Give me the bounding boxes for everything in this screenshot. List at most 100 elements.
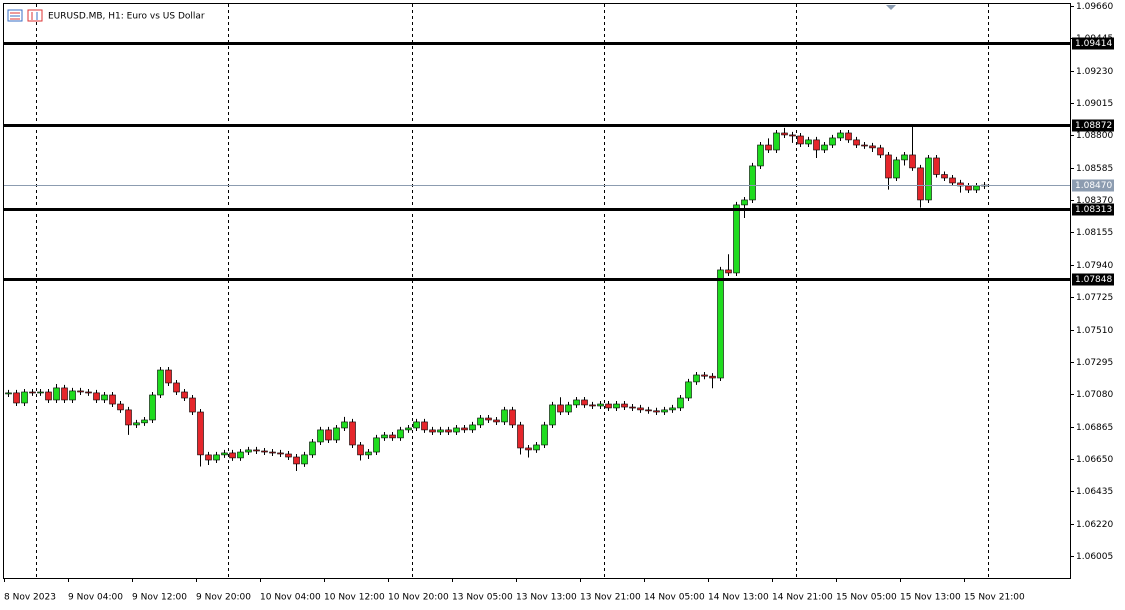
y-tick-label: 1.06435: [1076, 487, 1113, 497]
candle-body: [773, 132, 780, 151]
candle-body: [677, 397, 684, 409]
y-tick-label: 1.06005: [1076, 552, 1113, 562]
candle-body: [941, 174, 948, 179]
x-tick-label: 9 Nov 20:00: [196, 593, 251, 603]
candle-body: [85, 391, 92, 394]
x-tick-label: 14 Nov 05:00: [644, 593, 705, 603]
candle-body: [517, 424, 524, 449]
candle-body: [597, 403, 604, 407]
candle-body: [621, 403, 628, 408]
y-tick-label: 1.08155: [1076, 228, 1113, 238]
x-tick-label: 10 Nov 04:00: [260, 593, 321, 603]
icon-chart: [27, 9, 43, 22]
candle-body: [277, 452, 284, 455]
y-tick-label: 1.08800: [1076, 131, 1113, 141]
candle-body: [693, 374, 700, 383]
candle-body: [429, 429, 436, 433]
candle-body: [309, 441, 316, 456]
candle-body: [869, 145, 876, 149]
y-tick-label: 1.06650: [1076, 455, 1113, 465]
candle-body: [21, 391, 28, 404]
x-tick-label: 15 Nov 21:00: [964, 593, 1025, 603]
candle-body: [453, 427, 460, 433]
candle-body: [437, 429, 444, 433]
level-box: [1072, 119, 1114, 132]
candle-body: [405, 427, 412, 431]
candle-body: [397, 429, 404, 439]
y-tick-label: 1.08370: [1076, 196, 1113, 206]
candle-body: [269, 451, 276, 454]
symbol-icons: [7, 9, 43, 22]
y-tick-label: 1.06865: [1076, 423, 1113, 433]
chart-title: EURUSD.MB, H1: Euro vs US Dollar: [48, 12, 205, 22]
candle-body: [605, 403, 612, 409]
current-price-box: [1072, 179, 1114, 192]
y-tick-label: 1.07725: [1076, 293, 1113, 303]
candle-body: [717, 269, 724, 379]
candles-layer: [5, 126, 988, 471]
candle-body: [413, 421, 420, 429]
candle-body: [69, 390, 76, 401]
candle-body: [861, 144, 868, 147]
x-tick-label: 8 Nov 2023: [4, 593, 56, 603]
level-label: 1.07848: [1075, 275, 1112, 285]
candle-body: [853, 139, 860, 146]
candle-body: [613, 403, 620, 409]
candle-body: [541, 424, 548, 446]
candle-body: [149, 394, 156, 421]
y-tick-label: 1.09660: [1076, 2, 1113, 12]
plot-frame: [3, 3, 1071, 579]
candle-body: [885, 154, 892, 179]
candle-body: [845, 132, 852, 141]
candle-body: [29, 391, 36, 394]
x-tick-label: 15 Nov 05:00: [836, 593, 897, 603]
y-tick-label: 1.07510: [1076, 326, 1113, 336]
y-tick-label: 1.07940: [1076, 261, 1113, 271]
candle-body: [221, 452, 228, 456]
candle-body: [181, 391, 188, 399]
candle-body: [461, 427, 468, 431]
candle-body: [829, 137, 836, 146]
candle-body: [325, 429, 332, 441]
candle-body: [733, 204, 740, 274]
candle-body: [821, 144, 828, 151]
candle-body: [933, 157, 940, 175]
candle-body: [789, 134, 796, 137]
candle-body: [741, 199, 748, 206]
candle-body: [101, 394, 108, 401]
candle-body: [165, 369, 172, 384]
candle-body: [973, 185, 980, 191]
candle-body: [45, 391, 52, 401]
candle-body: [125, 409, 132, 426]
candle-body: [141, 419, 148, 424]
candle-body: [445, 429, 452, 433]
candle-body: [637, 407, 644, 411]
candle-body: [237, 451, 244, 459]
candle-body: [581, 399, 588, 406]
level-label: 1.09414: [1075, 39, 1112, 49]
candle-body: [877, 147, 884, 156]
level-box: [1072, 37, 1114, 50]
candle-body: [253, 449, 260, 452]
y-tick-label: 1.09015: [1076, 99, 1113, 109]
candle-body: [965, 185, 972, 191]
candle-body: [389, 434, 396, 439]
y-tick-label: 1.06220: [1076, 520, 1113, 530]
y-tick-label: 1.07295: [1076, 358, 1113, 368]
candle-body: [301, 454, 308, 465]
x-tick-label: 13 Nov 13:00: [516, 593, 577, 603]
candle-body: [365, 451, 372, 456]
candle-body: [565, 404, 572, 413]
candle-body: [421, 421, 428, 431]
y-tick-label: 1.09230: [1076, 67, 1113, 77]
x-tick-label: 10 Nov 20:00: [388, 593, 449, 603]
x-tick-label: 13 Nov 21:00: [580, 593, 641, 603]
candle-body: [901, 154, 908, 161]
candle-body: [205, 454, 212, 461]
candle-body: [685, 381, 692, 399]
x-tick-label: 14 Nov 13:00: [708, 593, 769, 603]
candle-body: [949, 177, 956, 184]
candle-body: [485, 417, 492, 421]
candle-body: [117, 403, 124, 411]
